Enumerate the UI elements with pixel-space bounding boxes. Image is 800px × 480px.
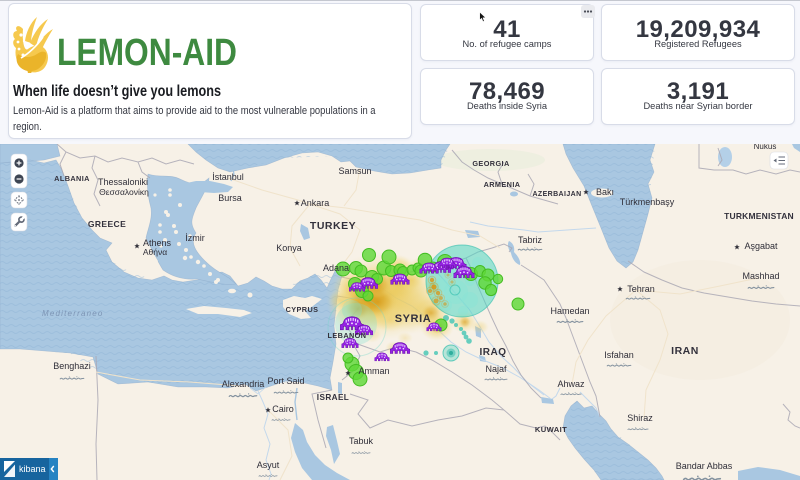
svg-text:Benghazi: Benghazi xyxy=(53,361,91,371)
svg-text:Bandar Abbas: Bandar Abbas xyxy=(676,461,733,471)
svg-text:KUWAIT: KUWAIT xyxy=(535,425,567,434)
svg-text:Aşgabat: Aşgabat xyxy=(744,241,778,251)
svg-text:kibana: kibana xyxy=(19,464,46,474)
svg-text:Tehran: Tehran xyxy=(627,284,655,294)
svg-text:Thessaloniki: Thessaloniki xyxy=(98,177,148,187)
svg-text:Θεσσαλονίκη: Θεσσαλονίκη xyxy=(99,187,149,197)
svg-text:Tabriz: Tabriz xyxy=(518,235,543,245)
svg-text:TURKEY: TURKEY xyxy=(310,220,356,232)
svg-text:Cairo: Cairo xyxy=(272,404,294,414)
svg-text:Samsun: Samsun xyxy=(338,166,371,176)
svg-text:SYRIA: SYRIA xyxy=(395,313,432,325)
svg-text:Mashhad: Mashhad xyxy=(742,271,779,281)
svg-text:Mediterraneo: Mediterraneo xyxy=(42,309,104,318)
svg-text:Amman: Amman xyxy=(358,366,389,376)
svg-text:Hamedan: Hamedan xyxy=(550,306,589,316)
svg-text:ARMENIA: ARMENIA xyxy=(484,180,521,189)
svg-text:Najaf: Najaf xyxy=(485,364,507,374)
svg-text:ISRAEL: ISRAEL xyxy=(317,393,349,402)
svg-text:Konya: Konya xyxy=(276,243,302,253)
svg-text:LEBANON: LEBANON xyxy=(328,331,367,340)
svg-text:Shiraz: Shiraz xyxy=(627,413,653,423)
svg-text:Bursa: Bursa xyxy=(218,193,242,203)
svg-text:Port Said: Port Said xyxy=(267,376,304,386)
svg-text:Ankara: Ankara xyxy=(301,198,330,208)
svg-text:Ahwaz: Ahwaz xyxy=(557,379,585,389)
svg-text:İzmir: İzmir xyxy=(185,233,205,243)
svg-text:Türkmenbaşy: Türkmenbaşy xyxy=(620,197,675,207)
svg-text:Asyut: Asyut xyxy=(257,460,280,470)
svg-text:Bakı: Bakı xyxy=(596,187,614,197)
svg-text:İstanbul: İstanbul xyxy=(212,172,244,182)
svg-text:AZERBAIJAN: AZERBAIJAN xyxy=(532,191,581,198)
svg-text:GEORGIA: GEORGIA xyxy=(472,159,510,168)
svg-text:Alexandria: Alexandria xyxy=(222,379,265,389)
svg-text:Αθήνα: Αθήνα xyxy=(143,247,167,257)
svg-text:Adana: Adana xyxy=(323,263,349,273)
svg-text:Isfahan: Isfahan xyxy=(604,350,634,360)
svg-text:ALBANIA: ALBANIA xyxy=(54,174,90,183)
svg-text:IRAQ: IRAQ xyxy=(480,347,507,358)
svg-text:TURKMENISTAN: TURKMENISTAN xyxy=(724,211,794,221)
svg-text:Tabuk: Tabuk xyxy=(349,436,374,446)
svg-text:CYPRUS: CYPRUS xyxy=(286,305,319,314)
svg-text:IRAN: IRAN xyxy=(671,345,699,357)
svg-text:GREECE: GREECE xyxy=(88,219,126,229)
svg-text:Athens: Athens xyxy=(143,238,172,248)
svg-text:Nukus: Nukus xyxy=(754,144,777,151)
